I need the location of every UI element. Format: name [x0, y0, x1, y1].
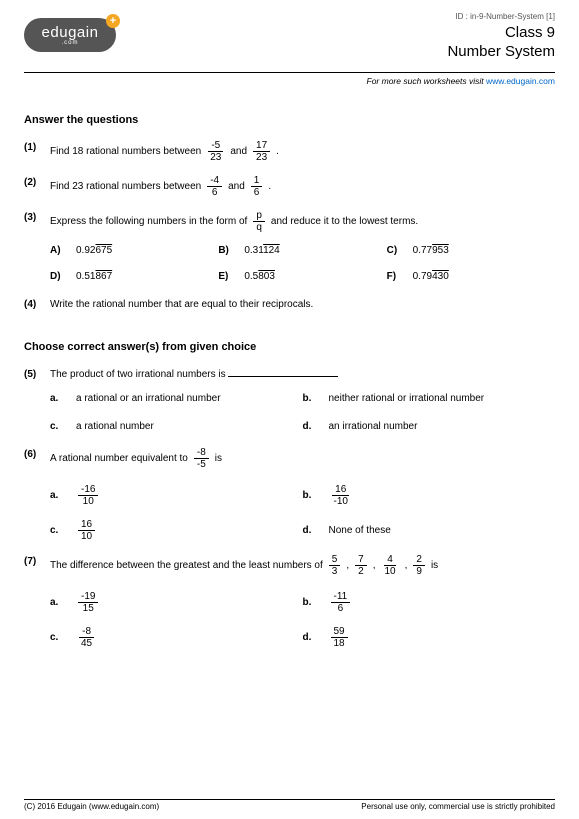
- fraction: -1610: [78, 484, 98, 507]
- blank-line: [228, 367, 338, 377]
- logo-text: edugain: [42, 24, 99, 41]
- option-a: a. -1915: [50, 591, 303, 614]
- q6-options: a. -1610 b. 16-10 c. 1610 d. None of the…: [50, 484, 555, 542]
- topic-line: Number System: [447, 43, 555, 60]
- logo-plus-icon: +: [106, 14, 120, 28]
- fraction: 53: [329, 554, 341, 577]
- fraction: -8 -5: [194, 447, 209, 470]
- logo: edugain .com +: [24, 18, 116, 52]
- option-B: B)0.31124: [218, 243, 386, 259]
- question-7: (7) The difference between the greatest …: [24, 554, 555, 649]
- q2-post: .: [268, 179, 271, 195]
- fraction: 410: [381, 554, 398, 577]
- fraction: 1610: [78, 519, 95, 542]
- q1-pre: Find 18 rational numbers between: [50, 144, 201, 160]
- title-block: Class 9 Number System: [447, 24, 555, 60]
- question-4: (4) Write the rational number that are e…: [24, 297, 555, 313]
- logo-subtext: .com: [61, 40, 78, 46]
- option-d: d. 5918: [303, 626, 556, 649]
- q3-options: A)0.92675 B)0.31124 C)0.77953 D)0.51867 …: [50, 243, 555, 285]
- section-answer-title: Answer the questions: [24, 114, 555, 126]
- question-number: (5): [24, 367, 50, 435]
- option-a: a.a rational or an irrational number: [50, 391, 303, 407]
- option-c: c. 1610: [50, 519, 303, 542]
- option-A: A)0.92675: [50, 243, 218, 259]
- question-number: (6): [24, 447, 50, 542]
- q6-pre: A rational number equivalent to: [50, 451, 188, 467]
- footer-left: (C) 2016 Edugain (www.edugain.com): [24, 802, 159, 811]
- question-number: (2): [24, 175, 50, 198]
- q3-post: and reduce it to the lowest terms.: [271, 214, 418, 230]
- q7-post: is: [431, 558, 438, 574]
- fraction: p q: [253, 210, 265, 233]
- option-E: E)0.5803: [218, 269, 386, 285]
- q1-post: .: [276, 144, 279, 160]
- fraction: -1915: [78, 591, 98, 614]
- visit-link[interactable]: www.edugain.com: [486, 76, 555, 86]
- option-b: b. 16-10: [303, 484, 556, 507]
- header-divider: [24, 72, 555, 73]
- page-footer: (C) 2016 Edugain (www.edugain.com) Perso…: [24, 799, 555, 811]
- option-C: C)0.77953: [387, 243, 555, 259]
- q7-options: a. -1915 b. -116 c. -845 d. 5918: [50, 591, 555, 649]
- q2-mid: and: [228, 179, 245, 195]
- visit-prefix: For more such worksheets visit: [367, 76, 487, 86]
- option-a: a. -1610: [50, 484, 303, 507]
- q6-post: is: [215, 451, 222, 467]
- worksheet-id: ID : in-9-Number-System [1]: [455, 12, 555, 21]
- fraction: 17 23: [253, 140, 270, 163]
- question-3: (3) Express the following numbers in the…: [24, 210, 555, 285]
- question-1: (1) Find 18 rational numbers between -5 …: [24, 140, 555, 163]
- question-number: (7): [24, 554, 50, 649]
- q7-pre: The difference between the greatest and …: [50, 558, 323, 574]
- question-5: (5) The product of two irrational number…: [24, 367, 555, 435]
- question-6: (6) A rational number equivalent to -8 -…: [24, 447, 555, 542]
- fraction: 29: [413, 554, 425, 577]
- option-b: b. -116: [303, 591, 556, 614]
- q5-options: a.a rational or an irrational number b.n…: [50, 391, 555, 435]
- fraction: 16-10: [331, 484, 351, 507]
- question-2: (2) Find 23 rational numbers between -4 …: [24, 175, 555, 198]
- option-D: D)0.51867: [50, 269, 218, 285]
- option-c: c. -845: [50, 626, 303, 649]
- option-c: c.a rational number: [50, 419, 303, 435]
- fraction: 5918: [331, 626, 348, 649]
- question-number: (3): [24, 210, 50, 285]
- q5-text: The product of two irrational numbers is: [50, 369, 228, 380]
- page-header: edugain .com + ID : in-9-Number-System […: [24, 12, 555, 68]
- fraction: -845: [78, 626, 95, 649]
- option-F: F)0.79430: [387, 269, 555, 285]
- fraction: -5 23: [207, 140, 224, 163]
- option-d: d.an irrational number: [303, 419, 556, 435]
- q2-pre: Find 23 rational numbers between: [50, 179, 201, 195]
- question-number: (1): [24, 140, 50, 163]
- q4-text: Write the rational number that are equal…: [50, 299, 313, 310]
- question-number: (4): [24, 297, 50, 313]
- visit-line: For more such worksheets visit www.eduga…: [24, 76, 555, 86]
- class-line: Class 9: [447, 24, 555, 41]
- fraction: -116: [331, 591, 351, 614]
- q1-mid: and: [230, 144, 247, 160]
- fraction: -4 6: [207, 175, 222, 198]
- option-d: d. None of these: [303, 519, 556, 542]
- fraction: 72: [355, 554, 367, 577]
- footer-right: Personal use only, commercial use is str…: [361, 802, 555, 811]
- fraction: 1 6: [251, 175, 263, 198]
- q3-pre: Express the following numbers in the for…: [50, 214, 247, 230]
- option-b: b.neither rational or irrational number: [303, 391, 556, 407]
- section-choice-title: Choose correct answer(s) from given choi…: [24, 341, 555, 353]
